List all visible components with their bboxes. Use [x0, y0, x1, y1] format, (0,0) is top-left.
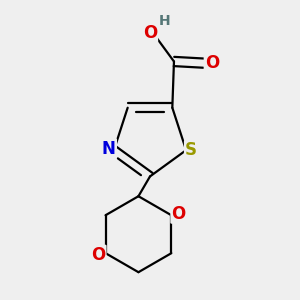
Text: N: N	[102, 140, 116, 158]
Text: O: O	[172, 205, 186, 223]
Text: O: O	[91, 246, 105, 264]
Text: O: O	[143, 24, 157, 42]
Text: O: O	[205, 54, 219, 72]
Text: H: H	[158, 14, 170, 28]
Text: S: S	[185, 141, 197, 159]
